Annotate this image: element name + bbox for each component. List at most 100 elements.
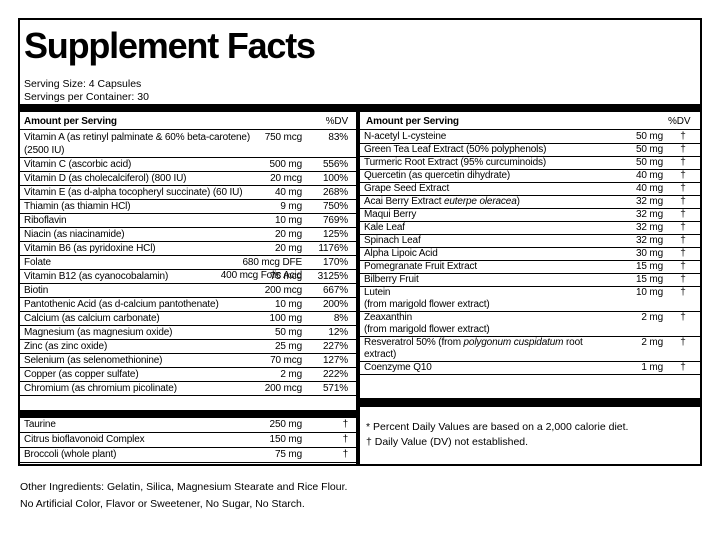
nutrient-name: Zeaxanthin [364, 312, 412, 323]
amount-value: 10 mg [635, 287, 663, 298]
servings-per-container: Servings per Container: 30 [24, 91, 149, 103]
daily-value: 83% [328, 132, 348, 143]
amount: 50 mg [613, 157, 663, 169]
daily-value: † [680, 209, 686, 220]
amount: 50 mg [613, 131, 663, 143]
nutrient-row: Alpha Lipoic Acid 30 mg † [360, 248, 700, 261]
nutrient-name: Coenzyme Q10 [364, 362, 432, 373]
name-part: euterpe oleracea [443, 196, 517, 207]
amount: 32 mg [613, 235, 663, 247]
nutrient-name: Citrus bioflavonoid Complex [24, 434, 145, 445]
right-header: Amount per Serving %DV [360, 112, 700, 130]
amount: 50 mg [613, 144, 663, 156]
nutrient-name: Turmeric Root Extract (95% curcuminoids) [364, 157, 547, 168]
nutrient-name: Copper (as copper sulfate) [24, 369, 139, 380]
amount-value: 40 mg [635, 183, 663, 194]
nutrient-row: Lutein (from marigold flower extract) 10 m… [360, 287, 700, 312]
amount-secondary: 400 mcg Folic Acid [220, 270, 302, 281]
nutrient-name: Vitamin C (ascorbic acid) [24, 159, 132, 170]
daily-value: † [680, 337, 686, 348]
nutrient-name: Acai Berry Extract euterpe oleracea) [360, 196, 604, 208]
name-part: polygonum cuspidatum [463, 337, 564, 348]
nutrient-row: Broccoli (whole plant) 75 mg † [20, 448, 356, 463]
amount: 250 mg [212, 418, 303, 432]
daily-value: 3125% [317, 271, 349, 282]
footnote: † Daily Value (DV) not established. [366, 436, 529, 448]
nutrient-row: Riboflavin 10 mg 769% [20, 214, 356, 228]
amount-value: 250 mg [269, 419, 303, 430]
amount-value: 20 mg [274, 243, 302, 254]
nutrient-name: Magnesium (as magnesium oxide) [24, 327, 173, 338]
nutrient-row: Biotin 200 mcg 667% [20, 284, 356, 298]
nutrient-name: Pantothenic Acid (as d-calcium pantothen… [24, 299, 219, 310]
amount: 75 mg [212, 448, 302, 462]
amount: 200 mcg [212, 284, 302, 297]
amount: 500 mg [212, 158, 303, 171]
nutrient-row: Maqui Berry 32 mg † [360, 209, 700, 222]
amount-value: 40 mg [635, 170, 663, 181]
nutrient-name: Zinc (as zinc oxide) [24, 341, 108, 352]
amount-value: 20 mg [274, 229, 302, 240]
daily-value: 127% [323, 355, 348, 366]
amount-value: 200 mcg [264, 285, 302, 296]
daily-value: 12% [328, 327, 348, 338]
daily-value: † [680, 183, 686, 194]
nutrient-row: Turmeric Root Extract (95% curcuminoids)… [360, 157, 700, 170]
header-amount: Amount per Serving [24, 116, 117, 127]
header-dv: %DV [325, 116, 348, 127]
amount: 10 mg [212, 214, 302, 227]
thick-rule [18, 104, 702, 112]
left-table: Vitamin A (as retinyl palminate & 60% be… [20, 131, 356, 396]
amount-value: 100 mg [269, 313, 303, 324]
daily-value: 222% [323, 369, 348, 380]
amount: 10 mg [613, 287, 663, 299]
amount: 40 mg [212, 186, 302, 199]
name-part: Resveratrol 50% (from [364, 337, 464, 348]
amount-value: 50 mg [635, 144, 663, 155]
amount-value: 75 mcg [270, 271, 302, 282]
amount-value: 2 mg [641, 337, 663, 348]
daily-value: 556% [323, 159, 348, 170]
nutrient-name: N-acetyl L-cysteine [364, 131, 447, 142]
amount: 200 mcg [212, 382, 302, 395]
name-part: Acai Berry Extract [364, 196, 444, 207]
amount-value: 2 mg [280, 369, 302, 380]
nutrient-name: Green Tea Leaf Extract (50% polyphenols) [364, 144, 547, 155]
nutrient-row: Folate 680 mcg DFE 400 mcg Folic Acid 170% [20, 256, 356, 281]
amount: 150 mg [212, 433, 303, 447]
amount: 70 mcg [212, 354, 302, 367]
nutrient-row: Copper (as copper sulfate) 2 mg 222% [20, 368, 356, 382]
daily-value: † [680, 170, 686, 181]
daily-value: † [680, 196, 686, 207]
daily-value: † [680, 222, 686, 233]
amount: 1 mg [613, 362, 663, 374]
amount: 2 mg [613, 312, 663, 324]
amount: 32 mg [613, 222, 663, 234]
nutrient-row: Niacin (as niacinamide) 20 mg 125% [20, 228, 356, 242]
nutrient-name: Selenium (as selenomethionine) [24, 355, 163, 366]
amount: 50 mg [212, 326, 302, 339]
nutrient-name: Folate [24, 257, 51, 268]
daily-value: † [680, 235, 686, 246]
nutrient-row: Zeaxanthin (from marigold flower extract)… [360, 312, 700, 337]
amount: 40 mg [613, 183, 663, 195]
daily-value: 769% [323, 215, 348, 226]
nutrient-name: Taurine [24, 419, 56, 430]
daily-value: † [680, 248, 686, 259]
nutrient-name: Riboflavin [24, 215, 67, 226]
header-amount: Amount per Serving [366, 116, 459, 127]
daily-value: 125% [323, 229, 348, 240]
daily-value: † [680, 157, 686, 168]
thick-rule [358, 398, 702, 407]
nutrient-row: Coenzyme Q10 1 mg † [360, 362, 700, 375]
amount: 9 mg [212, 200, 302, 213]
nutrient-row: Bilberry Fruit 15 mg † [360, 274, 700, 287]
amount: 32 mg [613, 196, 663, 208]
nutrient-name: Vitamin B12 (as cyanocobalamin) [24, 271, 169, 282]
nutrient-row: Selenium (as selenomethionine) 70 mcg 127% [20, 354, 356, 368]
daily-value: 1176% [318, 243, 348, 254]
amount: 2 mg [613, 337, 663, 349]
daily-value: † [680, 287, 686, 298]
amount-value: 25 mg [274, 341, 302, 352]
amount-value: 30 mg [635, 248, 663, 259]
